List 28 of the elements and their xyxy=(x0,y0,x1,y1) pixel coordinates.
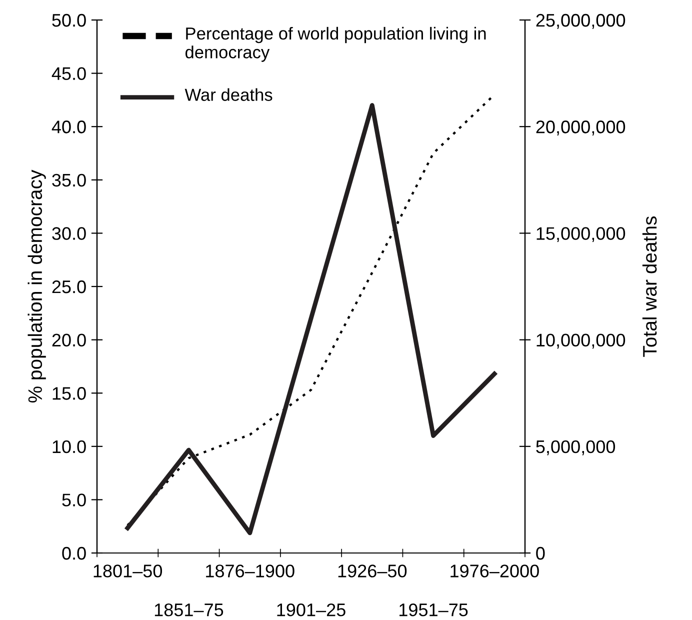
y-tick-label: 5.0 xyxy=(62,494,86,506)
x-tick-label: 1876–1900 xyxy=(206,564,294,578)
y2-tick-label: 25,000,000 xyxy=(536,14,626,29)
y2-tick-label: 0 xyxy=(536,546,545,560)
y-tick-label: 50.0 xyxy=(52,14,86,27)
y2-tick-label: 10,000,000 xyxy=(536,334,626,349)
y2-tick-label: 20,000,000 xyxy=(536,120,626,136)
y-tick-label: 35.0 xyxy=(52,174,86,187)
y-axis-title: % population in democracy xyxy=(28,170,46,403)
y-tick-label: 20.0 xyxy=(52,334,86,347)
x-tick-label: 1851–75 xyxy=(154,603,224,616)
y2-axis-title: Total war deaths xyxy=(642,216,657,357)
x-tick-label: 1976–2000 xyxy=(450,564,539,578)
x-tick-label: 1926–50 xyxy=(338,564,407,578)
y-tick-label: 15.0 xyxy=(52,387,86,400)
y2-tick-label: 5,000,000 xyxy=(536,440,616,456)
x-tick-label: 1901–25 xyxy=(277,603,346,616)
y-tick-label: 30.0 xyxy=(52,227,86,240)
x-tick-label: 1801–50 xyxy=(94,564,162,578)
legend-label: War deaths xyxy=(184,88,272,101)
y-tick-label: 0.0 xyxy=(62,546,86,560)
y-tick-label: 10.0 xyxy=(52,440,86,454)
y-tick-label: 45.0 xyxy=(52,67,86,80)
y-tick-label: 40.0 xyxy=(52,120,86,134)
y2-tick-label: 15,000,000 xyxy=(536,227,626,242)
x-tick-label: 1951–75 xyxy=(400,603,468,616)
legend-label: Percentage of world population living in democracy xyxy=(185,26,486,62)
y-tick-label: 25.0 xyxy=(52,280,86,294)
